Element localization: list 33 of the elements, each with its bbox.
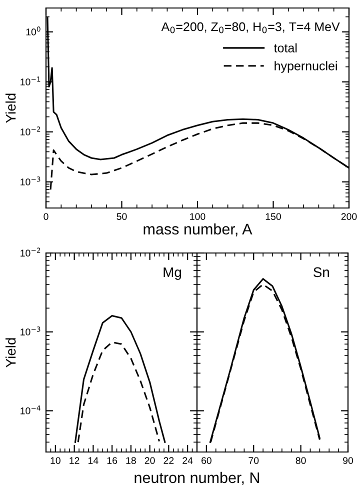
x-tick-label: 24	[182, 457, 193, 464]
y-axis-title: Yield	[6, 338, 16, 368]
x-tick-label: 150	[266, 213, 281, 220]
annotation: Mg	[164, 267, 182, 280]
y-tick-label: 10$^{−3}$	[20, 326, 40, 336]
x-tick-label: 90	[343, 457, 354, 464]
x-tick-label: 0	[44, 213, 48, 220]
x-axis-title: mass number, A	[144, 223, 252, 236]
legend-label: total	[274, 43, 297, 52]
x-tick-label: 100	[190, 213, 206, 220]
annotation: Sn	[314, 267, 329, 278]
y-tick-label: 10$^{−1}$	[20, 76, 40, 86]
annotation: A$_{0}$=200, Z$_{0}$=80, H$_{0}$=3, T=4 MeV	[161, 22, 340, 34]
x-tick-label: 20	[144, 457, 155, 464]
y-tick-label: 10$^{−2}$	[20, 248, 40, 257]
x-tick-label: 16	[107, 457, 118, 464]
x-tick-label: 70	[248, 457, 259, 464]
x-tick-label: 14	[88, 457, 98, 464]
x-tick-label: 10	[50, 457, 60, 464]
y-tick-label: 10$^{−4}$	[20, 406, 40, 414]
x-tick-label: 200	[341, 213, 357, 220]
x-tick-label: 80	[296, 457, 306, 464]
x-tick-label: 22	[164, 457, 174, 464]
y-tick-label: 10$^{0}$	[26, 26, 40, 36]
y-tick-label: 10$^{−3}$	[20, 176, 40, 186]
y-axis-title: Yield	[6, 94, 16, 123]
legend-label: hypernuclei	[274, 61, 337, 73]
x-tick-label: 60	[202, 457, 212, 464]
x-axis-title: neutron number, N	[134, 472, 260, 485]
y-tick-label: 10$^{−2}$	[20, 126, 40, 136]
x-tick-label: 12	[70, 457, 80, 464]
x-tick-label: 18	[126, 457, 136, 464]
x-tick-label: 50	[116, 213, 127, 220]
